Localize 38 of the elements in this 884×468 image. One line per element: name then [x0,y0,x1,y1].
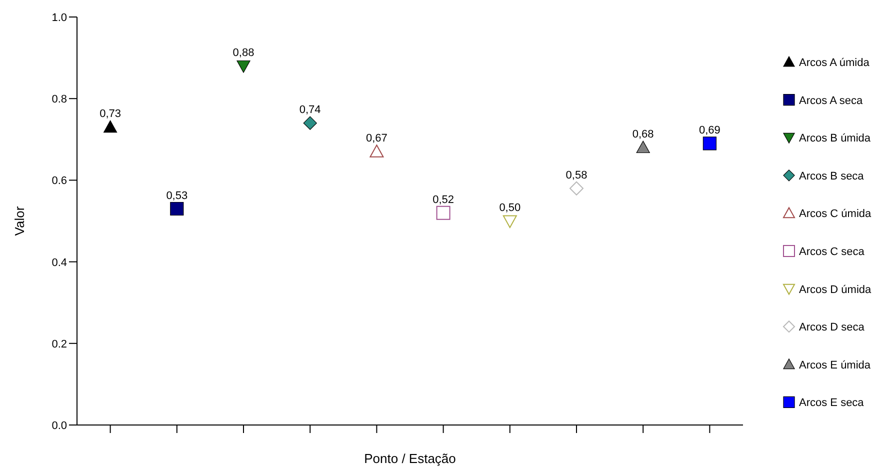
data-label: 0,67 [366,132,388,145]
data-label: 0,69 [698,124,720,136]
data-label: 0,58 [566,169,588,182]
y-tick-label: 1.0 [52,12,67,24]
y-tick-label: 0.4 [52,256,67,269]
data-label: 0,74 [299,104,321,116]
legend-label: Arcos C úmida [799,208,872,220]
y-axis-title: Valor [12,206,27,236]
legend-label: Arcos B seca [799,170,865,182]
legend-label: Arcos B úmida [799,132,872,145]
legend-label: Arcos A seca [799,94,864,107]
data-label: 0,68 [632,128,654,141]
point [370,144,384,158]
point [236,60,250,73]
point [702,136,716,150]
data-label: 0,52 [432,194,454,206]
legend-label: Arcos E úmida [799,359,872,372]
y-tick-label: 0.6 [52,175,67,188]
legend-label: Arcos E seca [799,397,865,410]
x-axis-title: Ponto / Estação [364,451,456,466]
point [436,206,450,220]
data-label: 0,73 [100,108,122,120]
data-label: 0,53 [166,190,188,202]
point [636,140,650,154]
point [502,215,517,228]
legend-label: Arcos A úmida [799,57,870,69]
legend-label: Arcos C seca [799,246,866,258]
y-tick-label: 0.0 [52,420,67,432]
point [104,120,118,133]
point [570,181,584,196]
y-tick-label: 0.8 [52,94,67,106]
point [303,116,317,130]
y-tick-label: 0.2 [52,338,67,350]
data-label: 0,88 [232,46,254,59]
point [170,202,184,216]
legend-label: Arcos D seca [799,322,866,334]
data-label: 0,50 [499,202,521,214]
legend-label: Arcos D úmida [799,284,872,296]
